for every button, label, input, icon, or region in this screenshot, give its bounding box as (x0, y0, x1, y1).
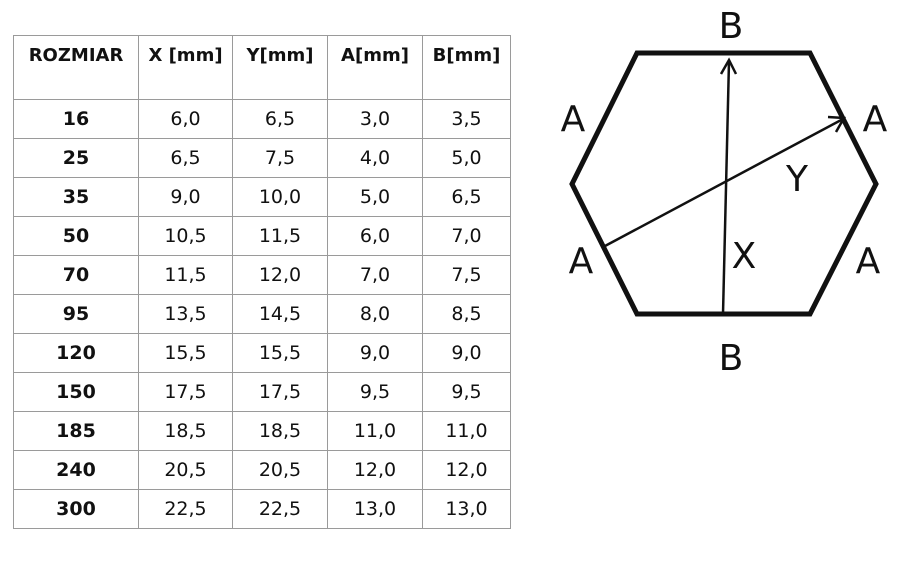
y-cell: 10,0 (232, 177, 328, 217)
header-y: Y[mm] (232, 35, 328, 100)
x-cell: 22,5 (138, 489, 233, 529)
y-cell: 15,5 (232, 333, 328, 373)
size-cell: 95 (13, 294, 139, 334)
y-dimension-line (604, 117, 844, 248)
label-a-upper-left: A (561, 99, 586, 140)
size-cell: 35 (13, 177, 139, 217)
table-row: 50 10,5 11,5 6,0 7,0 (13, 216, 511, 256)
y-cell: 12,0 (232, 255, 328, 295)
x-cell: 13,5 (138, 294, 233, 334)
label-a-lower-right: A (856, 241, 881, 282)
x-arrowhead (719, 57, 738, 75)
table-row: 16 6,0 6,5 3,0 3,5 (13, 99, 511, 139)
x-cell: 9,0 (138, 177, 233, 217)
y-cell: 20,5 (232, 450, 328, 490)
y-cell: 18,5 (232, 411, 328, 451)
b-cell: 6,5 (422, 177, 511, 217)
size-cell: 300 (13, 489, 139, 529)
label-a-lower-left: A (569, 241, 594, 282)
size-cell: 16 (13, 99, 139, 139)
table-row: 70 11,5 12,0 7,0 7,5 (13, 255, 511, 295)
a-cell: 13,0 (327, 489, 423, 529)
y-arrowhead (827, 115, 847, 133)
a-cell: 7,0 (327, 255, 423, 295)
size-cell: 25 (13, 138, 139, 178)
table-row: 240 20,5 20,5 12,0 12,0 (13, 450, 511, 490)
size-cell: 240 (13, 450, 139, 490)
a-cell: 11,0 (327, 411, 423, 451)
y-cell: 22,5 (232, 489, 328, 529)
table-header-row: ROZMIAR X [mm] Y[mm] A[mm] B[mm] (13, 35, 511, 100)
b-cell: 9,5 (422, 372, 511, 412)
label-a-upper-right: A (863, 99, 888, 140)
a-cell: 12,0 (327, 450, 423, 490)
b-cell: 7,5 (422, 255, 511, 295)
a-cell: 3,0 (327, 99, 423, 139)
size-cell: 185 (13, 411, 139, 451)
x-cell: 10,5 (138, 216, 233, 256)
a-cell: 8,0 (327, 294, 423, 334)
b-cell: 13,0 (422, 489, 511, 529)
a-cell: 9,5 (327, 372, 423, 412)
b-cell: 9,0 (422, 333, 511, 373)
table-body: 16 6,0 6,5 3,0 3,5 25 6,5 7,5 4,0 5,0 35 9,0 10,0 5,0… (13, 99, 511, 529)
size-cell: 150 (13, 372, 139, 412)
table-row: 35 9,0 10,0 5,0 6,5 (13, 177, 511, 217)
a-cell: 4,0 (327, 138, 423, 178)
header-a: A[mm] (327, 35, 423, 100)
table-row: 300 22,5 22,5 13,0 13,0 (13, 489, 511, 529)
table-row: 150 17,5 17,5 9,5 9,5 (13, 372, 511, 412)
b-cell: 5,0 (422, 138, 511, 178)
x-cell: 6,0 (138, 99, 233, 139)
table-row: 185 18,5 18,5 11,0 11,0 (13, 411, 511, 451)
x-cell: 15,5 (138, 333, 233, 373)
x-cell: 11,5 (138, 255, 233, 295)
b-cell: 3,5 (422, 99, 511, 139)
label-b-bottom: B (719, 338, 744, 379)
x-cell: 17,5 (138, 372, 233, 412)
b-cell: 11,0 (422, 411, 511, 451)
x-cell: 20,5 (138, 450, 233, 490)
label-b-top: B (719, 6, 744, 47)
y-cell: 14,5 (232, 294, 328, 334)
a-cell: 6,0 (327, 216, 423, 256)
hexagon-outline (569, 50, 879, 317)
b-cell: 8,5 (422, 294, 511, 334)
table-row: 95 13,5 14,5 8,0 8,5 (13, 294, 511, 334)
x-cell: 18,5 (138, 411, 233, 451)
table-row: 25 6,5 7,5 4,0 5,0 (13, 138, 511, 178)
b-cell: 7,0 (422, 216, 511, 256)
y-cell: 6,5 (232, 99, 328, 139)
a-cell: 5,0 (327, 177, 423, 217)
y-cell: 11,5 (232, 216, 328, 256)
header-x: X [mm] (138, 35, 233, 100)
label-y: Y (785, 159, 809, 200)
x-cell: 6,5 (138, 138, 233, 178)
x-dimension-line (721, 60, 731, 315)
a-cell: 9,0 (327, 333, 423, 373)
size-cell: 50 (13, 216, 139, 256)
y-cell: 7,5 (232, 138, 328, 178)
size-cell: 120 (13, 333, 139, 373)
header-rozmiar: ROZMIAR (13, 35, 139, 100)
header-b: B[mm] (422, 35, 511, 100)
hexagon-diagram: B B A A A A X Y (561, 6, 888, 379)
table-row: 120 15,5 15,5 9,0 9,0 (13, 333, 511, 373)
b-cell: 12,0 (422, 450, 511, 490)
y-cell: 17,5 (232, 372, 328, 412)
size-table: ROZMIAR X [mm] Y[mm] A[mm] B[mm] 16 6,0 6,… (13, 35, 511, 529)
label-x: X (732, 236, 757, 277)
size-cell: 70 (13, 255, 139, 295)
